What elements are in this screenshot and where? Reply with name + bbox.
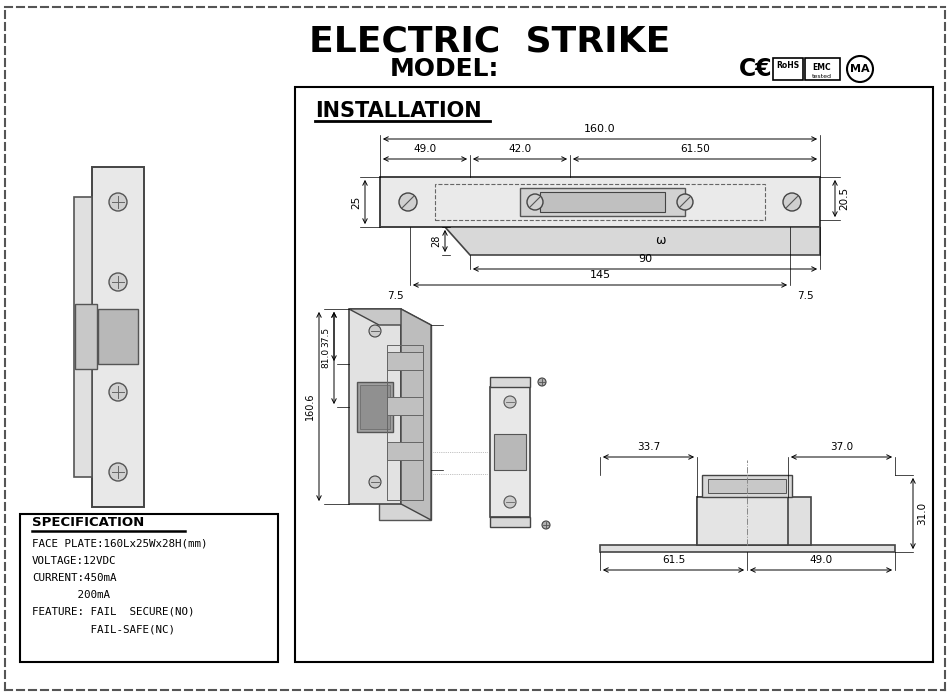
Bar (387, 352, 423, 370)
Bar (74, 197, 92, 477)
Text: 7.5: 7.5 (797, 291, 813, 301)
Circle shape (527, 194, 543, 210)
Text: RoHS: RoHS (776, 61, 800, 70)
Polygon shape (349, 309, 431, 325)
Bar (490, 377, 530, 387)
Polygon shape (380, 227, 820, 255)
Bar (540, 192, 665, 212)
Bar (708, 479, 786, 493)
Text: FEATURE: FAIL  SECURE(NO): FEATURE: FAIL SECURE(NO) (32, 607, 195, 617)
Text: ω: ω (655, 234, 665, 247)
Text: 42.0: 42.0 (508, 144, 532, 154)
Text: 20.5: 20.5 (839, 187, 849, 210)
Circle shape (369, 325, 381, 337)
Text: INSTALLATION: INSTALLATION (315, 101, 482, 121)
Bar (702, 475, 792, 497)
Bar (697, 497, 811, 545)
Text: 25: 25 (351, 195, 361, 208)
Bar (520, 188, 685, 216)
Bar (490, 387, 530, 517)
Circle shape (542, 521, 550, 529)
Bar (805, 58, 840, 80)
Text: CURRENT:450mA: CURRENT:450mA (32, 573, 117, 583)
Polygon shape (379, 325, 431, 520)
Text: 200mA: 200mA (32, 590, 110, 600)
Circle shape (109, 383, 127, 401)
Text: FAIL-SAFE(NC): FAIL-SAFE(NC) (32, 624, 175, 634)
Text: C€: C€ (739, 57, 772, 81)
Text: EMC: EMC (812, 63, 831, 72)
Circle shape (504, 396, 516, 408)
Text: 81.0: 81.0 (321, 348, 330, 368)
Text: 31.0: 31.0 (917, 502, 927, 525)
Text: 49.0: 49.0 (809, 555, 832, 565)
Circle shape (783, 193, 801, 211)
Text: 90: 90 (638, 254, 652, 264)
Bar (773, 58, 803, 80)
Circle shape (369, 476, 381, 488)
Text: 160.6: 160.6 (305, 392, 315, 420)
Text: 160.0: 160.0 (584, 124, 616, 134)
Bar (20, 514, 278, 662)
Bar (387, 442, 423, 460)
Circle shape (109, 463, 127, 481)
Circle shape (109, 193, 127, 211)
Text: tested: tested (812, 75, 832, 79)
Bar (380, 177, 820, 227)
Text: 49.0: 49.0 (413, 144, 437, 154)
Bar (490, 517, 530, 527)
Circle shape (538, 378, 546, 386)
Circle shape (847, 56, 873, 82)
Text: 61.50: 61.50 (680, 144, 710, 154)
Text: SPECIFICATION: SPECIFICATION (32, 516, 144, 530)
Text: MODEL:: MODEL: (390, 57, 500, 81)
Circle shape (399, 193, 417, 211)
Text: 37.0: 37.0 (830, 442, 853, 452)
Text: 33.7: 33.7 (636, 442, 660, 452)
Text: 37.5: 37.5 (321, 326, 330, 346)
Bar (295, 87, 933, 662)
Text: 61.5: 61.5 (662, 555, 685, 565)
Bar (75, 304, 97, 369)
Polygon shape (349, 309, 401, 504)
Circle shape (504, 496, 516, 508)
Bar (15, 107, 283, 557)
Bar (387, 397, 423, 415)
Bar (92, 167, 144, 507)
Bar (600, 545, 895, 552)
Text: FACE PLATE:160Lx25Wx28H(mm): FACE PLATE:160Lx25Wx28H(mm) (32, 539, 207, 549)
Bar (697, 497, 788, 545)
Bar (494, 434, 526, 470)
Text: VOLTAGE:12VDC: VOLTAGE:12VDC (32, 556, 117, 566)
Bar (435, 184, 765, 220)
Bar (98, 309, 138, 364)
Text: MA: MA (850, 64, 870, 74)
Text: 145: 145 (589, 270, 611, 280)
Text: 28: 28 (431, 235, 441, 247)
Text: 7.5: 7.5 (387, 291, 404, 301)
Circle shape (677, 194, 693, 210)
Circle shape (109, 273, 127, 291)
Text: ELECTRIC  STRIKE: ELECTRIC STRIKE (310, 25, 671, 59)
Bar (360, 385, 390, 429)
Bar (357, 382, 393, 432)
Polygon shape (401, 309, 431, 520)
